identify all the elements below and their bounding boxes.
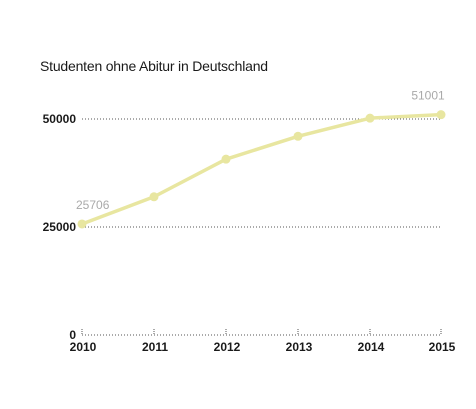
data-label: 25706 <box>76 198 110 212</box>
y-tick-label: 50000 <box>43 112 77 126</box>
x-tick-label: 2012 <box>214 340 241 354</box>
y-tick-label: 0 <box>69 328 76 342</box>
data-label: 51001 <box>411 89 445 103</box>
series-line <box>80 112 443 226</box>
x-tick-label: 2010 <box>70 340 97 354</box>
x-tick-label: 2014 <box>358 340 385 354</box>
data-point <box>293 131 303 141</box>
data-point <box>77 219 87 229</box>
chart-title: Studenten ohne Abitur in Deutschland <box>40 58 268 74</box>
data-point <box>149 192 159 202</box>
data-point <box>221 154 231 164</box>
x-tick-label: 2013 <box>286 340 313 354</box>
x-tick-label: 2011 <box>142 340 168 354</box>
x-tick-label: 2015 <box>429 340 456 354</box>
data-point <box>365 113 375 123</box>
y-tick-label: 25000 <box>43 220 77 234</box>
data-point <box>436 110 446 120</box>
